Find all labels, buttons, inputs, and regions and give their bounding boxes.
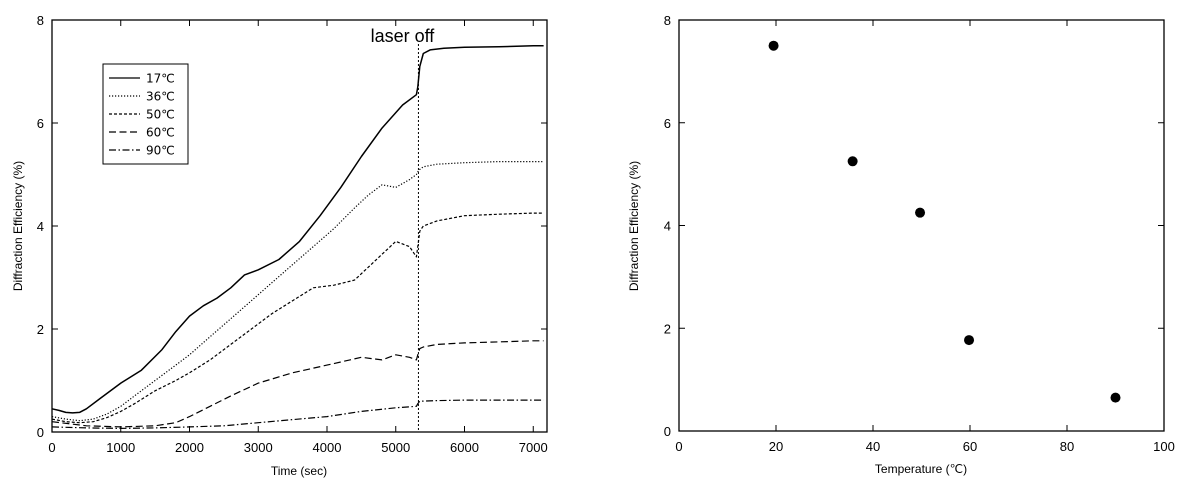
chart0-x-tick-label: 7000 [519,440,548,455]
chart1-x-tick-label: 40 [866,439,880,454]
chart1-x-tick-label: 0 [675,439,682,454]
chart1-y-tick-label: 6 [664,116,671,131]
axis-ticks: 0 1000 2000 3000 4000 5000 6000 7000 0 2 4 6 8 [37,13,548,455]
chart0-x-tick-label: 4000 [313,440,342,455]
scatter-point-3 [964,335,975,346]
series-line-1 [51,161,544,422]
legend-box [102,63,189,165]
chart1-x-tick-label: 20 [769,439,783,454]
legend-label-2: 50℃ [146,108,175,122]
chart0-y-tick-label: 2 [37,322,44,337]
laser-off-annotation: laser off [371,26,436,46]
scatter-point-2 [915,207,926,218]
scatter-points [768,40,1121,403]
chart1-y-tick-label: 2 [664,321,671,336]
chart1-x-tick-label: 80 [1060,439,1074,454]
scatter-point-4 [1110,392,1121,403]
chart0-y-tick-label: 0 [37,425,44,440]
time-diffraction-line-chart: 0 1000 2000 3000 4000 5000 6000 7000 0 2 4 6 8 laser… [11,13,548,478]
legend-label-0: 17℃ [146,72,175,86]
temperature-diffraction-scatter-chart: 0 20 40 60 80 100 0 2 4 6 8 Temperature (℃) Diffra… [627,13,1175,476]
chart0-x-tick-label: 0 [48,440,55,455]
scatter-point-0 [768,40,779,51]
chart0-y-tick-label: 4 [37,219,44,234]
y-axis-title: Diffraction Efficiency (%) [627,161,641,291]
series-line-3 [51,340,544,428]
legend-label-4: 90℃ [146,144,175,158]
chart0-x-tick-label: 3000 [244,440,273,455]
chart0-x-tick-label: 2000 [175,440,204,455]
chart0-x-tick-label: 6000 [450,440,479,455]
chart0-x-tick-label: 1000 [106,440,135,455]
chart1-y-tick-label: 0 [664,424,671,439]
chart1-y-tick-label: 8 [664,13,671,28]
series-line-0 [51,45,544,414]
scatter-point-1 [847,156,858,167]
chart1-x-tick-label: 100 [1153,439,1175,454]
series-line-4 [51,399,544,429]
chart0-x-tick-label: 5000 [381,440,410,455]
plot-frame [678,19,1165,432]
y-axis-title: Diffraction Efficiency (%) [11,161,25,291]
legend: 17℃ 36℃ 50℃ 60℃ 90℃ [102,63,189,165]
chart1-x-tick-label: 60 [963,439,977,454]
x-axis-title: Time (sec) [271,464,327,478]
chart0-y-tick-label: 8 [37,13,44,28]
axis-ticks: 0 20 40 60 80 100 0 2 4 6 8 [664,13,1175,454]
legend-label-3: 60℃ [146,126,175,140]
x-axis-title: Temperature (℃) [875,462,967,476]
legend-label-1: 36℃ [146,90,175,104]
chart1-y-tick-label: 4 [664,219,671,234]
series-line-2 [51,212,544,424]
chart0-y-tick-label: 6 [37,116,44,131]
series-lines [51,45,544,429]
